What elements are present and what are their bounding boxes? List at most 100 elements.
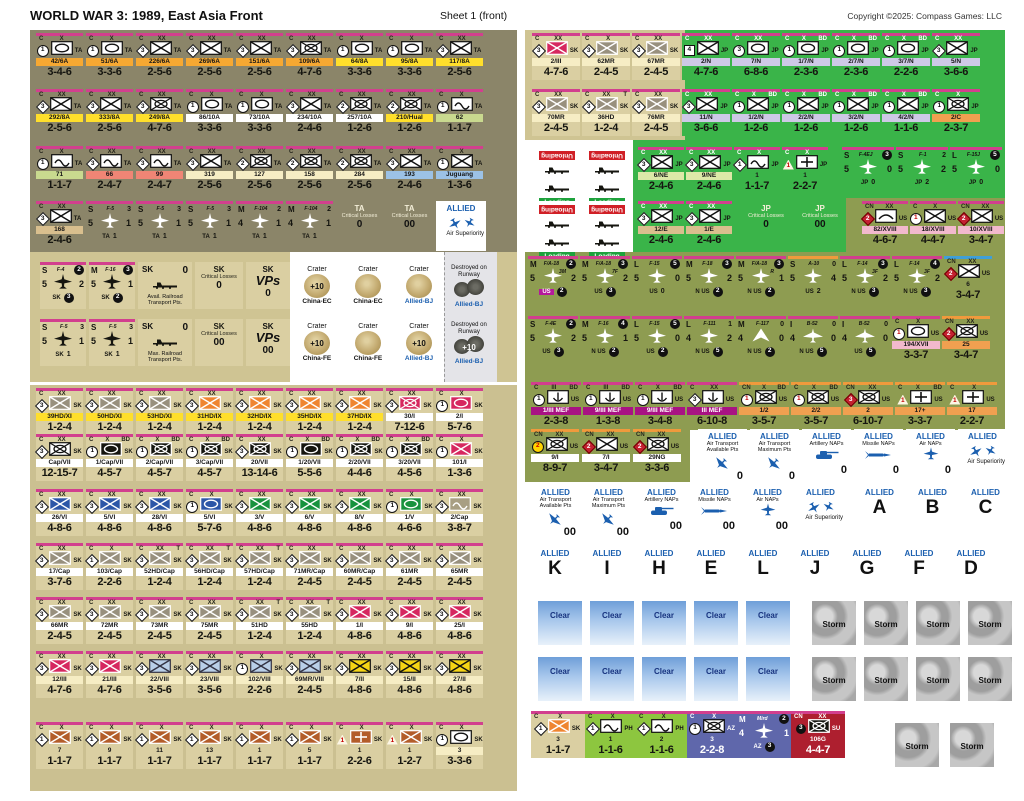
aircraft-model: F-14 xyxy=(909,261,920,267)
air-value-right: 2 xyxy=(726,272,732,283)
unit-type-code: C xyxy=(189,546,194,552)
unit-strength-badge: 3 xyxy=(877,259,888,269)
unit-strength-badge: 3 xyxy=(335,499,350,514)
row-color-stripe xyxy=(791,711,845,714)
inf-symbol-icon xyxy=(299,605,322,624)
nationality-label: SK xyxy=(323,557,332,564)
weather-label: Clear xyxy=(601,611,622,620)
unit-designation: 1 xyxy=(755,172,759,179)
combat-values: 2-4-7 xyxy=(147,179,172,191)
unit-strength-badge: 3 xyxy=(605,286,616,297)
row-color-stripe xyxy=(286,201,333,204)
unit-type-code: C xyxy=(189,36,194,42)
row-color-stripe xyxy=(580,316,630,319)
unit-type-code: C xyxy=(585,92,590,98)
nationality-label: N US xyxy=(903,288,918,295)
air-value-right: 1 xyxy=(622,332,628,343)
armor-symbol-icon xyxy=(350,41,373,60)
unit-designation: 67MR xyxy=(632,58,680,66)
unit-type-code: C xyxy=(389,36,394,42)
weather-marker-clear: Clear xyxy=(538,657,582,701)
unit-size-code: XX xyxy=(107,149,116,155)
combat-values: 4-8-6 xyxy=(97,522,122,534)
unit-designation: III MEF xyxy=(687,407,737,415)
unit-type-code: C xyxy=(690,385,695,391)
air-value-right: 2 xyxy=(570,272,576,283)
unit-type-code: C xyxy=(439,725,444,731)
train-icon xyxy=(585,233,629,251)
unit-size-code: X xyxy=(933,204,938,210)
unit-type-code: C xyxy=(289,654,294,660)
armor-symbol-icon xyxy=(450,396,473,415)
nationality-label: JP xyxy=(821,47,829,54)
marker-caption: Max. Railroad Transport Pts. xyxy=(147,351,183,363)
unit-type-code: C xyxy=(339,654,344,660)
unit-size-badge: 3 xyxy=(290,46,295,54)
air-value-right: 1 xyxy=(778,272,784,283)
inf-symbol-icon xyxy=(449,41,472,60)
unit-strength-badge: 1 xyxy=(386,44,399,57)
unit-designation: 64/8A xyxy=(336,58,383,66)
transport-plane-icon xyxy=(596,505,621,530)
unit-size-code: X xyxy=(916,319,921,325)
unit-size-badge: 3 xyxy=(90,401,95,409)
aircraft-icon xyxy=(52,273,74,294)
letter-value: G xyxy=(859,558,875,579)
unit-counter-2-Cap: C XX 3 SK 2/Cap 3-8-7 xyxy=(435,489,483,536)
unit-strength-badge: 3 xyxy=(35,398,50,413)
unit-size-badge: 3 xyxy=(340,556,345,564)
unit-strength-badge: 3 xyxy=(85,99,100,114)
unit-type-code: C xyxy=(737,150,742,156)
unit-size-code: XX xyxy=(57,492,66,498)
row-color-stripe xyxy=(842,147,894,150)
counter-row-bot: C X 1 SK 3 1-1-7 C X 1 PH 1 1-1-6 C X 1 PH 2 1-1-6 C X 1 AZ 3 2… xyxy=(531,711,845,758)
unit-designation: 11 xyxy=(156,747,163,754)
inf-symbol-icon xyxy=(645,41,668,60)
unit-size-code: XX xyxy=(457,492,466,498)
aircraft-icon xyxy=(802,328,824,348)
aircraft-icon xyxy=(750,328,772,348)
unit-designation: 1/20/VII xyxy=(286,459,333,467)
unit-counter-1-E: C XX 3 JP 1/E 2-4-6 xyxy=(685,201,732,248)
unit-size-code: XX xyxy=(954,36,963,42)
unit-type-code: CN xyxy=(534,432,543,438)
row-color-stripe xyxy=(336,651,383,654)
unit-size-code: XX xyxy=(555,432,564,438)
unit-strength-badge: 1 xyxy=(637,721,652,736)
aircraft-model: F-1 xyxy=(918,152,927,158)
nationality-label: US xyxy=(994,215,1004,222)
nationality-label: TA xyxy=(74,160,83,167)
unit-strength-badge: 1 xyxy=(897,394,909,405)
unit-counter-17: C X 1 US 17 2-2-7 xyxy=(947,382,997,429)
unit-strength-badge: 3 xyxy=(135,553,150,568)
transfer-value: 0 xyxy=(832,260,836,268)
row-color-stripe xyxy=(386,597,433,600)
nationality-label: TA xyxy=(273,47,282,54)
row-color-stripe xyxy=(746,626,790,629)
unit-size-badge: 2 xyxy=(340,159,345,167)
unit-designation: 70MR xyxy=(532,114,580,122)
unit-counter-1-Cap-VII: C X BD 1 SK 1/Cap/VII 4-5-7 xyxy=(86,434,133,481)
unit-type-code: C xyxy=(89,600,94,606)
nationality-label: TA xyxy=(423,103,432,110)
combat-values: 4-5-7 xyxy=(147,467,172,479)
unit-designation: 86/10A xyxy=(186,114,233,122)
aircraft-model: F/A-18 xyxy=(543,261,559,267)
unit-strength-badge: 3 xyxy=(185,43,200,58)
air-value-right: 2 xyxy=(726,332,732,343)
marker-value: 00 xyxy=(775,520,788,532)
unit-size-code: XX xyxy=(707,204,716,210)
unit-strength-badge: 3 xyxy=(843,392,858,407)
unit-designation: 2/III xyxy=(532,58,580,66)
unit-type-code: C xyxy=(689,150,694,156)
row-color-stripe xyxy=(436,597,483,600)
unit-strength-badge: 3 xyxy=(285,607,300,622)
air-combat-value: 5 xyxy=(138,217,144,228)
unit-strength-badge: 3 xyxy=(235,444,250,459)
inf-symbol-icon xyxy=(699,209,722,228)
unit-type-code: C xyxy=(89,391,94,397)
unit-size-code: XX xyxy=(457,36,466,42)
unit-strength-badge: 1 xyxy=(36,44,49,57)
nationality-label: JP xyxy=(675,161,683,168)
row-color-stripe xyxy=(632,316,682,319)
